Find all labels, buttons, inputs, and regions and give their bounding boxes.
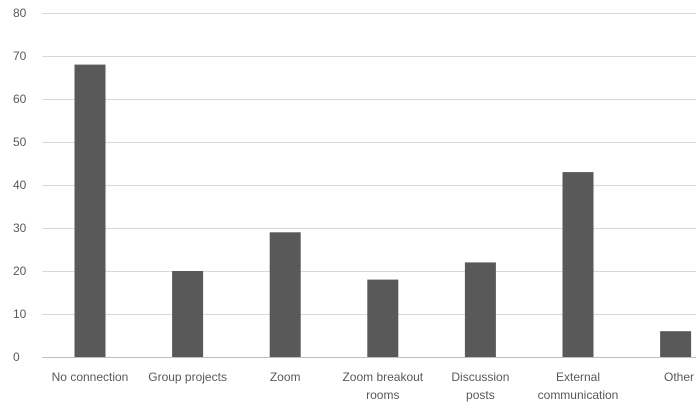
- x-category-label-line: posts: [466, 388, 495, 402]
- bar: [562, 172, 594, 357]
- x-axis-category-labels: No connection Group projects Zoom Zoom brea…: [52, 370, 694, 402]
- x-category-label-line: Zoom: [270, 370, 301, 384]
- y-tick-label: 0: [13, 350, 20, 364]
- x-category-label: Group projects: [148, 370, 227, 384]
- bar: [172, 271, 204, 357]
- bar: [367, 279, 399, 357]
- y-tick-label: 20: [13, 264, 27, 278]
- y-tick-label: 60: [13, 92, 27, 106]
- y-tick-label: 70: [13, 49, 27, 63]
- y-tick-label: 30: [13, 221, 27, 235]
- y-tick-label: 10: [13, 307, 27, 321]
- x-category-label: External communication: [538, 370, 619, 402]
- x-category-label: Zoom: [270, 370, 301, 384]
- bar: [74, 64, 106, 357]
- y-axis-tick-labels: 0 10 20 30 40 50 60 70 80: [13, 6, 27, 364]
- y-tick-label: 40: [13, 178, 27, 192]
- x-category-label: No connection: [52, 370, 129, 384]
- y-tick-label: 80: [13, 6, 27, 20]
- x-category-label-line: Group projects: [148, 370, 227, 384]
- x-category-label-line: No connection: [52, 370, 129, 384]
- x-category-label: Discussion posts: [451, 370, 509, 402]
- x-category-label-line: Other: [664, 370, 694, 384]
- x-category-label: Zoom breakout rooms: [342, 370, 423, 402]
- x-category-label-line: Discussion: [451, 370, 509, 384]
- x-category-label-line: External: [556, 370, 600, 384]
- x-category-label-line: rooms: [366, 388, 399, 402]
- bar: [464, 262, 496, 357]
- x-category-label-line: communication: [538, 388, 619, 402]
- x-category-label: Other: [664, 370, 694, 384]
- gridlines: [42, 13, 696, 315]
- bar: [660, 331, 692, 357]
- y-tick-label: 50: [13, 135, 27, 149]
- x-category-label-line: Zoom breakout: [342, 370, 423, 384]
- bar: [269, 232, 301, 357]
- bars: [74, 64, 692, 357]
